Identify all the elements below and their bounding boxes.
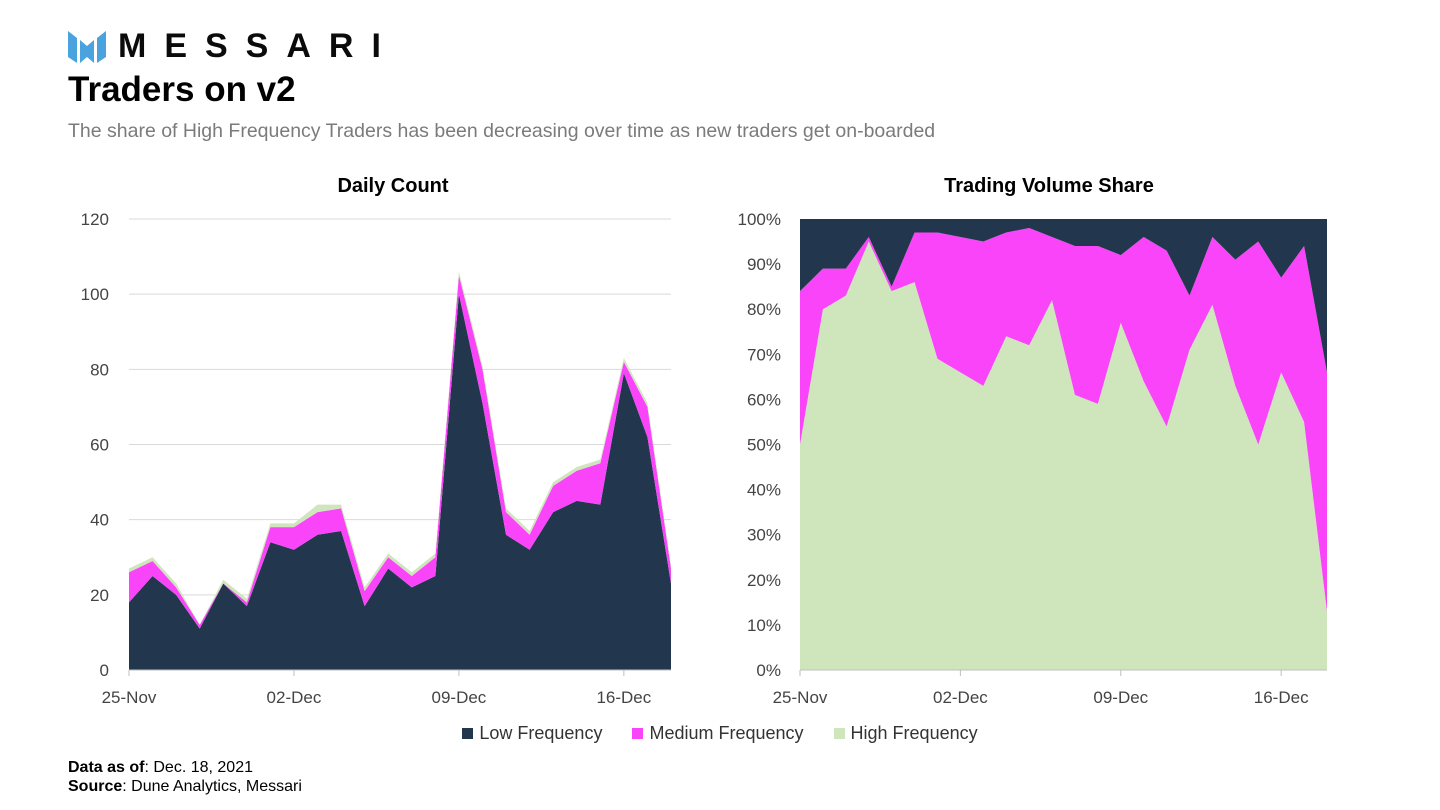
y-tick-label: 60 — [90, 436, 109, 455]
y-tick-label: 50% — [747, 436, 781, 455]
charts-canvas: Daily Count 25-Nov 02-Dec 09-Dec 16-Dec 0 20 40… — [81, 175, 1327, 707]
area-high-frequency — [800, 241, 1327, 671]
x-tick-label: 09-Dec — [432, 688, 487, 707]
legend-item-high-frequency: High Frequency — [833, 723, 978, 744]
y-tick-label: 40% — [747, 481, 781, 500]
chart-title: Daily Count — [337, 175, 448, 197]
area-low-frequency — [800, 219, 1327, 373]
y-tick-label: 120 — [81, 210, 109, 229]
legend-label-high-frequency: High Frequency — [850, 723, 978, 743]
chart-title: Trading Volume Share — [944, 175, 1154, 197]
x-tick-label: 02-Dec — [933, 688, 988, 707]
area-medium-frequency — [800, 228, 1327, 612]
y-tick-label: 40 — [90, 511, 109, 530]
y-tick-label: 90% — [747, 255, 781, 274]
y-tick-label: 80 — [90, 360, 109, 379]
legend-item-low-frequency: Low Frequency — [462, 723, 602, 744]
messari-logo-icon — [68, 31, 106, 63]
y-tick-label: 30% — [747, 526, 781, 545]
x-tick-label: 25-Nov — [102, 688, 157, 707]
chart-daily-count: Daily Count 25-Nov 02-Dec 09-Dec 16-Dec 0 20 40… — [81, 175, 671, 707]
y-tick-label: 60% — [747, 390, 781, 409]
area-low-frequency — [129, 294, 671, 670]
legend-swatch-medium-frequency — [632, 728, 644, 739]
y-tick-label: 0% — [756, 661, 781, 680]
page-title: Traders on v2 — [68, 70, 296, 109]
footer-data-as-of: Data as of: Dec. 18, 2021 — [68, 759, 253, 776]
y-tick-label: 80% — [747, 300, 781, 319]
y-tick-label: 100% — [738, 210, 781, 229]
brand: MESSARI — [68, 26, 399, 66]
y-tick-label: 70% — [747, 345, 781, 364]
x-tick-label: 09-Dec — [1093, 688, 1148, 707]
legend-swatch-high-frequency — [833, 728, 845, 739]
legend-label-medium-frequency: Medium Frequency — [649, 723, 804, 743]
x-tick-label: 16-Dec — [1254, 688, 1309, 707]
y-tick-label: 20 — [90, 586, 109, 605]
y-tick-label: 0 — [100, 661, 109, 680]
legend-label-low-frequency: Low Frequency — [479, 723, 603, 743]
x-tick-label: 02-Dec — [267, 688, 322, 707]
y-tick-label: 100 — [81, 285, 109, 304]
x-tick-label: 16-Dec — [596, 688, 651, 707]
x-tick-label: 25-Nov — [773, 688, 828, 707]
brand-name: MESSARI — [118, 26, 399, 65]
page-subtitle: The share of High Frequency Traders has … — [68, 120, 936, 142]
footer: Data as of: Dec. 18, 2021 Source: Dune A… — [68, 758, 302, 796]
footer-source: Source: Dune Analytics, Messari — [68, 778, 302, 795]
chart-volume-share: Trading Volume Share 25-Nov 02-Dec 09-Dec 16… — [738, 175, 1327, 707]
legend: Low Frequency Medium Frequency High Freq… — [0, 723, 1440, 744]
y-tick-label: 20% — [747, 571, 781, 590]
legend-item-medium-frequency: Medium Frequency — [632, 723, 804, 744]
legend-swatch-low-frequency — [462, 728, 474, 739]
y-tick-label: 10% — [747, 616, 781, 635]
